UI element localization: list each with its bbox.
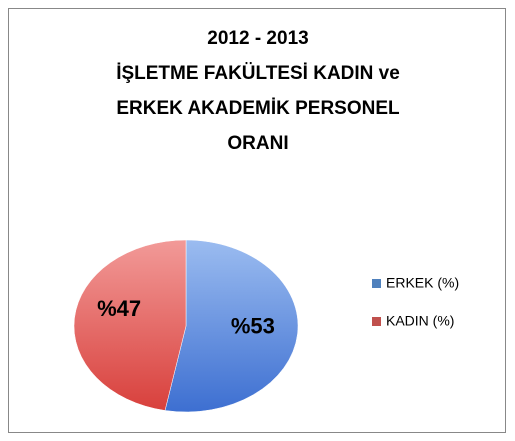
- data-label: %53: [231, 313, 275, 338]
- chart-title: ERKEK AKADEMİK PERSONEL: [116, 98, 400, 119]
- chart-title: İŞLETME FAKÜLTESİ KADIN ve: [116, 63, 400, 84]
- pie-slice: [73, 239, 187, 411]
- data-label: %47: [97, 296, 141, 321]
- chart-title: ORANI: [227, 133, 288, 154]
- legend-label: ERKEK (%): [386, 275, 459, 291]
- pie-slice: [164, 239, 299, 413]
- chart-title: 2012 - 2013: [207, 28, 308, 49]
- legend-swatch: [372, 279, 381, 288]
- legend-label: KADIN (%): [386, 313, 454, 329]
- legend-swatch: [372, 317, 381, 326]
